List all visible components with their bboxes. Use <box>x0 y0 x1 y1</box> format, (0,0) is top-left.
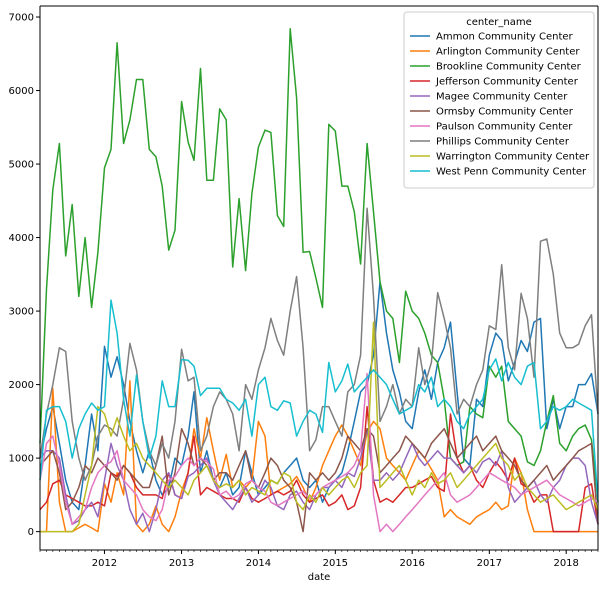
legend-label-7: Phillips Community Center <box>436 137 570 148</box>
legend-label-2: Brookline Community Center <box>436 62 582 73</box>
series-line-3 <box>39 405 599 533</box>
legend-label-4: Magee Community Center <box>436 92 568 103</box>
y-tick-label: 7000 <box>9 13 34 24</box>
series-line-8 <box>40 321 599 533</box>
series-line-6 <box>39 372 599 533</box>
legend-label-3: Jefferson Community Center <box>435 77 579 88</box>
y-tick-label: 3000 <box>9 307 34 318</box>
x-tick-label: 2013 <box>169 558 194 569</box>
y-tick-label: 6000 <box>9 86 34 97</box>
x-tick-label: 2015 <box>323 558 348 569</box>
legend: center_name Ammon Community Center Arling… <box>403 11 595 189</box>
legend-label-0: Ammon Community Center <box>436 32 574 43</box>
legend-frame <box>403 11 595 189</box>
legend-label-9: West Penn Community Center <box>436 167 587 178</box>
legend-label-1: Arlington Community Center <box>436 47 580 58</box>
x-tick-label: 2014 <box>246 558 271 569</box>
legend-label-6: Paulson Community Center <box>436 122 573 133</box>
y-tick-label: 5000 <box>9 160 34 171</box>
x-tick-label: 2016 <box>399 558 424 569</box>
y-tick-label: 2000 <box>9 380 34 391</box>
legend-items: Ammon Community Center Arlington Communit… <box>410 32 590 178</box>
legend-label-8: Warrington Community Center <box>436 152 590 163</box>
x-tick-label: 2012 <box>92 558 117 569</box>
series-line-9 <box>39 299 599 503</box>
y-tick-label: 1000 <box>9 454 34 465</box>
y-tick-label: 0 <box>28 527 34 538</box>
series-line-2 <box>39 28 599 503</box>
series-line-5 <box>39 427 599 533</box>
legend-label-5: Ormsby Community Center <box>436 107 574 118</box>
x-axis-label: date <box>308 572 331 583</box>
x-tick-label: 2018 <box>553 558 578 569</box>
axes-layer: 0 1000 2000 3000 4000 5000 6000 7000 2012 2013 201… <box>9 5 599 569</box>
x-tick-label: 2017 <box>477 558 502 569</box>
y-tick-label: 4000 <box>9 233 34 244</box>
series-layer <box>39 28 599 533</box>
legend-title: center_name <box>466 17 532 28</box>
